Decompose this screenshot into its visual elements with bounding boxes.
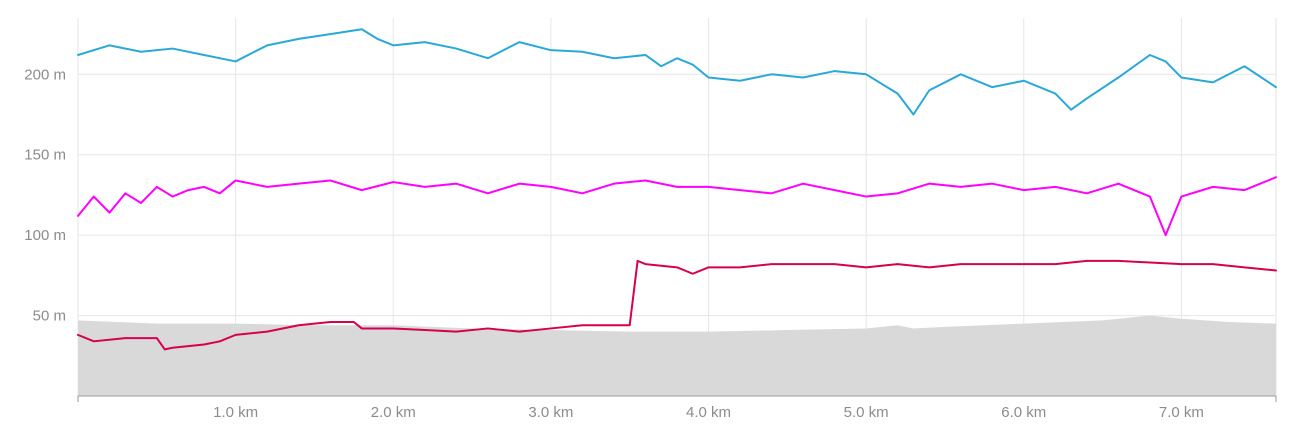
x-tick-label-5: 6.0 km bbox=[1001, 404, 1046, 421]
x-tick-label-6: 7.0 km bbox=[1159, 404, 1204, 421]
x-tick-label-0: 1.0 km bbox=[213, 404, 258, 421]
line-series-3 bbox=[77, 259, 1277, 351]
elevation-area-series bbox=[78, 315, 1276, 396]
x-tick-label-1: 2.0 km bbox=[371, 404, 416, 421]
series-layer bbox=[77, 28, 1277, 396]
line-series-2 bbox=[77, 176, 1277, 237]
line-series-1 bbox=[77, 28, 1277, 116]
x-tick-label-3: 4.0 km bbox=[686, 404, 731, 421]
y-tick-label-3: 200 m bbox=[24, 66, 66, 83]
y-tick-label-0: 50 m bbox=[33, 308, 66, 325]
y-tick-label-1: 100 m bbox=[24, 227, 66, 244]
x-tick-label-4: 5.0 km bbox=[844, 404, 889, 421]
x-tick-label-2: 3.0 km bbox=[528, 404, 573, 421]
y-tick-label-2: 150 m bbox=[24, 147, 66, 164]
axis-layer: 1.0 km 2.0 km 3.0 km 4.0 km 5.0 km 6.0 km 7.0 … bbox=[24, 66, 1277, 421]
